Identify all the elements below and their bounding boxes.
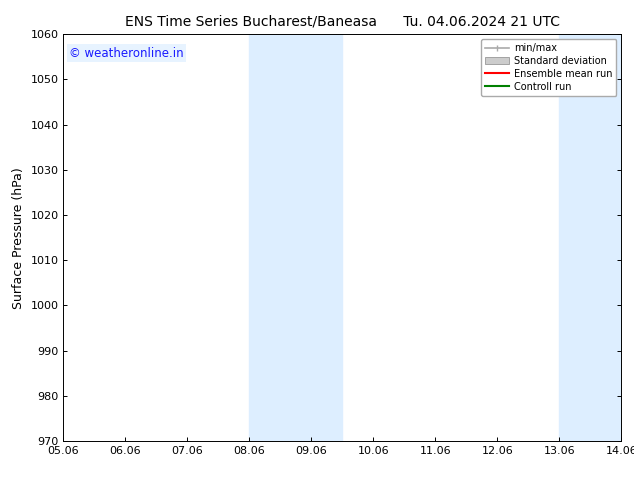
Legend: min/max, Standard deviation, Ensemble mean run, Controll run: min/max, Standard deviation, Ensemble me… — [481, 39, 616, 96]
Y-axis label: Surface Pressure (hPa): Surface Pressure (hPa) — [12, 167, 25, 309]
Title: ENS Time Series Bucharest/Baneasa      Tu. 04.06.2024 21 UTC: ENS Time Series Bucharest/Baneasa Tu. 04… — [125, 15, 560, 29]
Bar — [249, 34, 342, 441]
Text: © weatheronline.in: © weatheronline.in — [69, 47, 184, 59]
Bar — [559, 34, 621, 441]
